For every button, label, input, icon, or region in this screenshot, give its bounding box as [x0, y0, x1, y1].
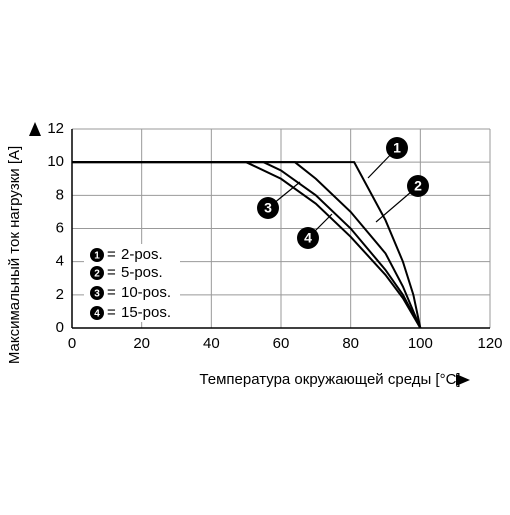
x-tick-label: 80 — [342, 335, 359, 352]
y-tick-label: 6 — [56, 219, 64, 236]
x-tick-label: 60 — [273, 335, 290, 352]
legend-sep: = — [107, 264, 116, 281]
legend-marker — [90, 306, 104, 320]
legend-marker-label: 1 — [94, 251, 100, 262]
data-line — [72, 161, 422, 329]
legend-marker — [90, 248, 104, 262]
x-tick-label: 100 — [408, 335, 433, 352]
data-line — [72, 161, 422, 329]
legend-marker-label: 4 — [94, 309, 100, 320]
legend-marker-label: 3 — [94, 289, 100, 300]
legend-sep: = — [107, 284, 116, 301]
callout-circle — [386, 137, 408, 159]
y-tick-label: 2 — [56, 286, 64, 303]
x-tick-label: 40 — [203, 335, 220, 352]
y-axis-arrow — [29, 122, 41, 136]
legend-label: 5-pos. — [121, 264, 163, 281]
x-tick-label: 0 — [68, 335, 76, 352]
data-line — [72, 161, 422, 329]
legend-marker-label: 2 — [94, 269, 100, 280]
callout-label: 3 — [264, 200, 272, 216]
y-tick-label: 4 — [56, 253, 64, 270]
x-tick-label: 20 — [133, 335, 150, 352]
x-axis-label: Температура окружающей среды [°C] — [199, 371, 460, 388]
y-axis-label: Максимальный ток нагрузки [A] — [6, 146, 23, 364]
callout-label: 4 — [304, 230, 312, 246]
legend-sep: = — [107, 304, 116, 321]
y-tick-label: 0 — [56, 319, 64, 336]
y-tick-label: 8 — [56, 186, 64, 203]
legend-sep: = — [107, 246, 116, 263]
y-tick-label: 12 — [47, 120, 64, 137]
callout-label: 1 — [393, 140, 401, 156]
x-tick-label: 120 — [477, 335, 502, 352]
legend-label: 10-pos. — [121, 284, 171, 301]
legend-marker — [90, 286, 104, 300]
legend-label: 2-pos. — [121, 246, 163, 263]
x-axis-arrow — [456, 374, 470, 386]
callout-circle — [297, 227, 319, 249]
legend-label: 15-pos. — [121, 304, 171, 321]
data-line — [72, 161, 422, 329]
callout-circle — [257, 197, 279, 219]
legend-marker — [90, 266, 104, 280]
y-tick-label: 10 — [47, 153, 64, 170]
callout-circle — [407, 175, 429, 197]
callout-label: 2 — [414, 178, 422, 194]
